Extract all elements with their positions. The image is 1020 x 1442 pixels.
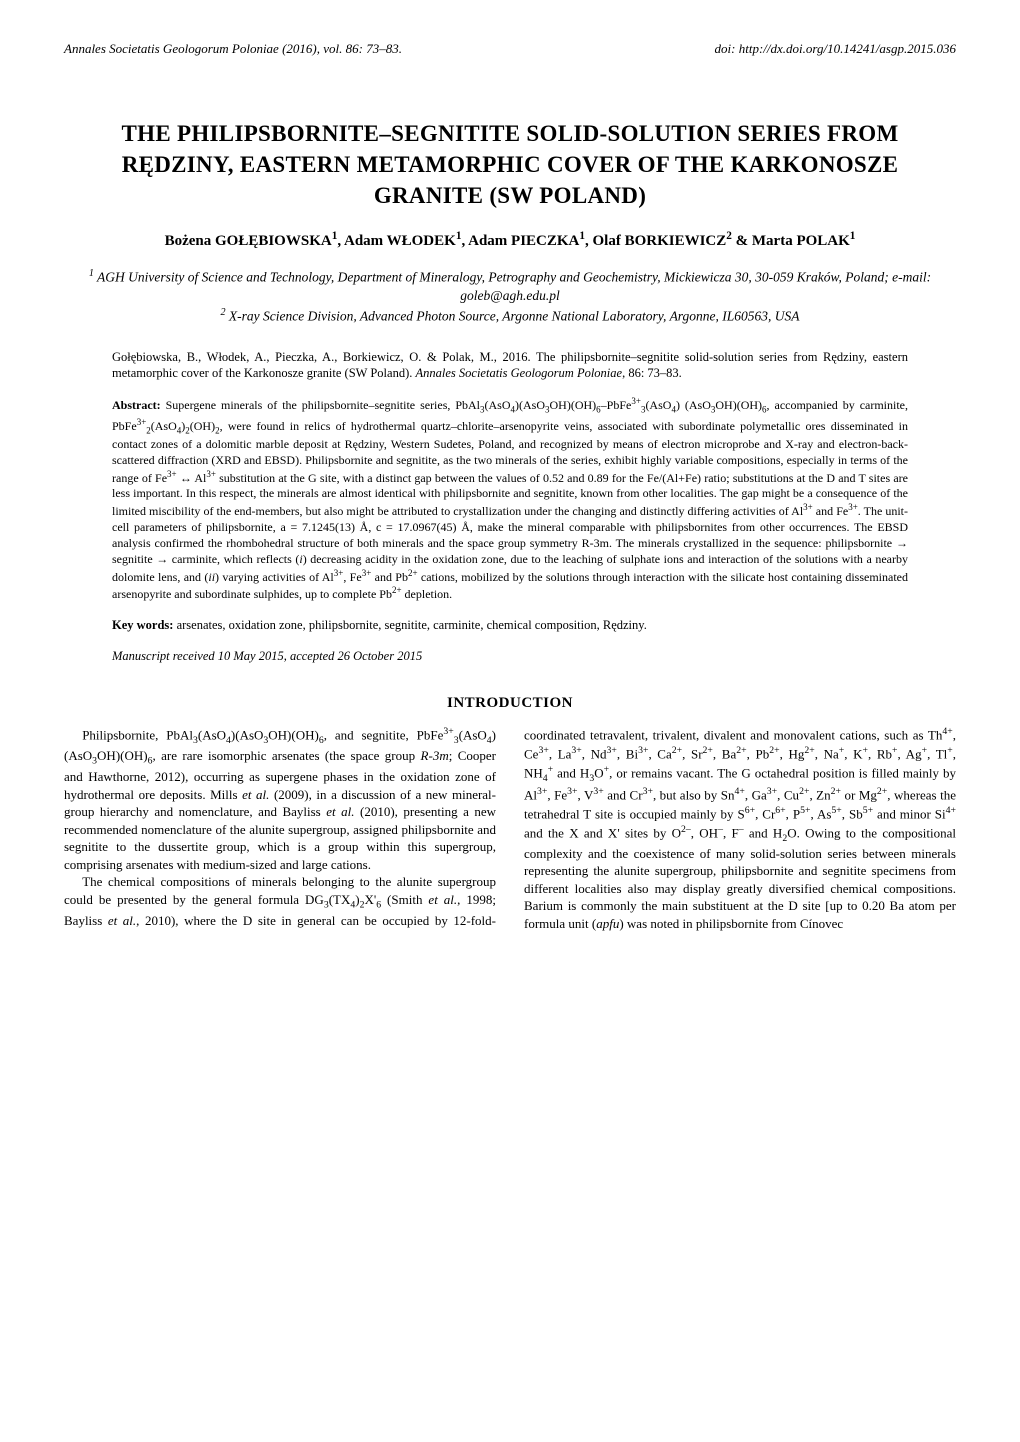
body-two-column: Philipsbornite, PbAl3(AsO4)(AsO3OH)(OH)6… [64, 725, 956, 932]
abstract-block: Abstract: Supergene minerals of the phil… [112, 396, 908, 603]
citation-block: Gołębiowska, B., Włodek, A., Pieczka, A.… [112, 349, 908, 383]
header-right: doi: http://dx.doi.org/10.14241/asgp.201… [715, 40, 956, 58]
affiliations: 1 AGH University of Science and Technolo… [64, 267, 956, 327]
body-paragraph: Philipsbornite, PbAl3(AsO4)(AsO3OH)(OH)6… [64, 725, 496, 873]
keywords-line: Key words: arsenates, oxidation zone, ph… [112, 617, 908, 634]
section-heading-introduction: INTRODUCTION [64, 693, 956, 713]
running-header: Annales Societatis Geologorum Poloniae (… [64, 40, 956, 58]
header-left: Annales Societatis Geologorum Poloniae (… [64, 40, 402, 58]
manuscript-dates: Manuscript received 10 May 2015, accepte… [112, 648, 908, 665]
article-title: THE PHILIPSBORNITE–SEGNITITE SOLID-SOLUT… [64, 118, 956, 211]
authors-line: Bożena GOŁĘBIOWSKA1, Adam WŁODEK1, Adam … [64, 229, 956, 251]
